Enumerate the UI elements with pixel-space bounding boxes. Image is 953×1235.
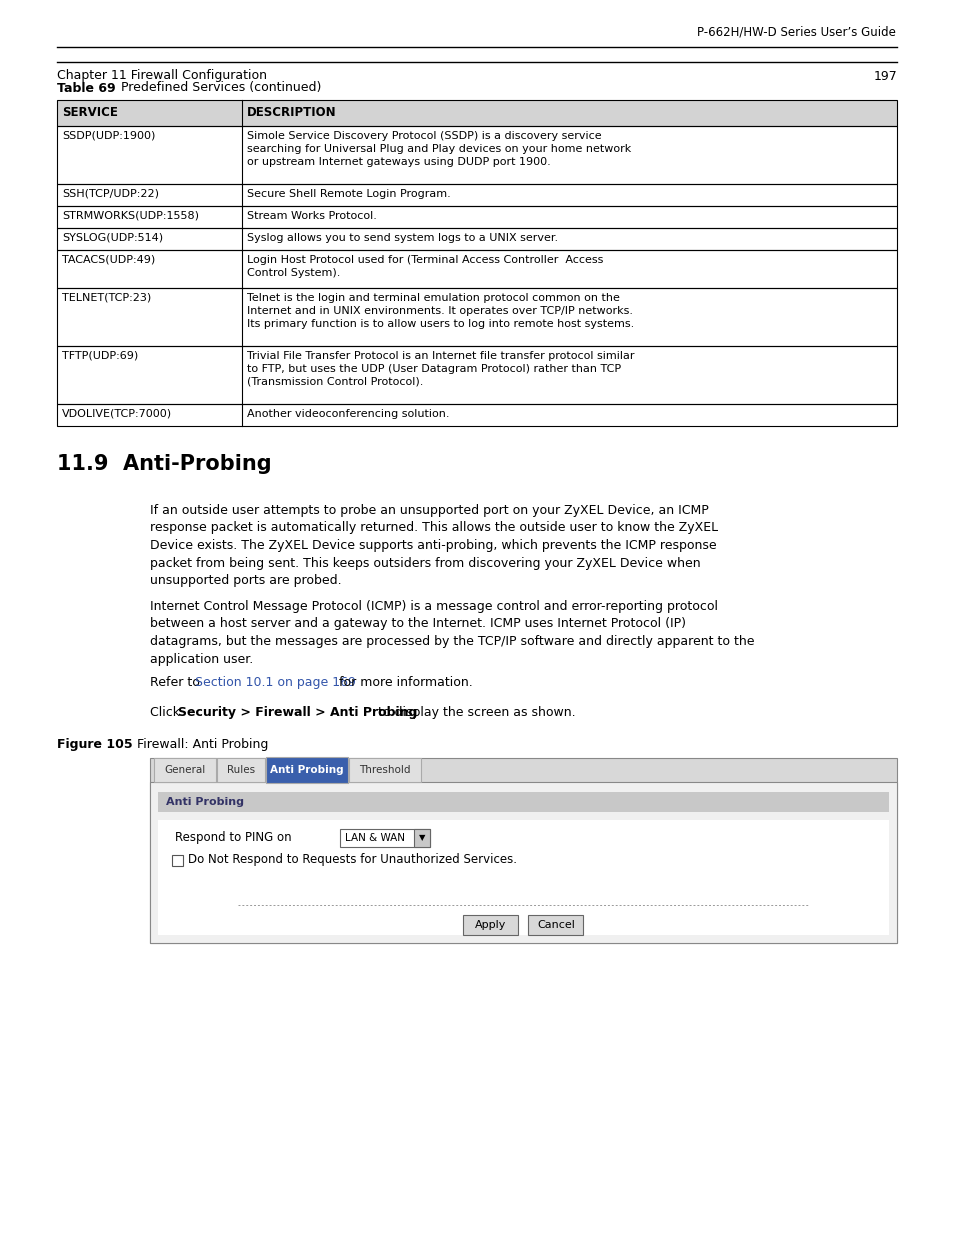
Bar (172, 855, 183, 866)
Bar (414, 829, 430, 847)
Bar (57, 126, 896, 184)
Text: Do Not Respond to Requests for Unauthorized Services.: Do Not Respond to Requests for Unauthori… (188, 853, 517, 867)
Text: Rules: Rules (227, 764, 254, 776)
Bar (349, 758, 420, 782)
Text: General: General (164, 764, 206, 776)
Bar (339, 829, 430, 847)
Text: STRMWORKS(UDP:1558): STRMWORKS(UDP:1558) (62, 211, 199, 221)
Text: Cancel: Cancel (537, 920, 575, 930)
Text: Internet Control Message Protocol (ICMP) is a message control and error-reportin: Internet Control Message Protocol (ICMP)… (150, 600, 754, 666)
Text: Predefined Services (continued): Predefined Services (continued) (109, 82, 321, 95)
Text: Simole Service Discovery Protocol (SSDP) is a discovery service
searching for Un: Simole Service Discovery Protocol (SSDP)… (247, 131, 631, 167)
Text: Apply: Apply (475, 920, 506, 930)
Text: If an outside user attempts to probe an unsupported port on your ZyXEL Device, a: If an outside user attempts to probe an … (150, 504, 718, 587)
Text: Table 69: Table 69 (57, 82, 115, 95)
Text: ▼: ▼ (418, 834, 425, 842)
Bar (57, 228, 896, 249)
Text: Stream Works Protocol.: Stream Works Protocol. (247, 211, 376, 221)
Text: TFTP(UDP:69): TFTP(UDP:69) (62, 351, 138, 361)
Bar (150, 782, 896, 944)
Text: P-662H/HW-D Series User’s Guide: P-662H/HW-D Series User’s Guide (697, 26, 895, 38)
Text: for more information.: for more information. (335, 676, 473, 689)
Bar (57, 100, 896, 126)
Bar (57, 249, 896, 288)
Text: Figure 105: Figure 105 (57, 739, 132, 751)
Text: Chapter 11 Firewall Configuration: Chapter 11 Firewall Configuration (57, 69, 267, 83)
Bar (57, 206, 896, 228)
Bar (216, 758, 265, 782)
Bar (528, 915, 583, 935)
Text: Click: Click (150, 706, 184, 719)
Text: TELNET(TCP:23): TELNET(TCP:23) (62, 293, 152, 303)
Text: Firewall: Anti Probing: Firewall: Anti Probing (125, 739, 268, 751)
Bar (57, 404, 896, 426)
Text: Login Host Protocol used for (Terminal Access Controller  Access
Control System): Login Host Protocol used for (Terminal A… (247, 254, 602, 278)
Text: LAN & WAN: LAN & WAN (345, 832, 405, 844)
Text: Refer to: Refer to (150, 676, 204, 689)
Text: VDOLIVE(TCP:7000): VDOLIVE(TCP:7000) (62, 409, 172, 419)
Text: Security > Firewall > Anti Probing: Security > Firewall > Anti Probing (178, 706, 417, 719)
Text: Respond to PING on: Respond to PING on (174, 831, 292, 845)
Text: Anti Probing: Anti Probing (166, 797, 244, 806)
Bar (57, 184, 896, 206)
Text: SSDP(UDP:1900): SSDP(UDP:1900) (62, 131, 155, 141)
Bar (57, 288, 896, 346)
Bar (463, 915, 518, 935)
Bar (150, 758, 896, 944)
Text: Threshold: Threshold (359, 764, 411, 776)
Text: Anti Probing: Anti Probing (270, 764, 343, 776)
Bar (266, 757, 348, 783)
Text: Trivial File Transfer Protocol is an Internet file transfer protocol similar
to : Trivial File Transfer Protocol is an Int… (247, 351, 634, 387)
Bar (158, 820, 888, 935)
Bar (57, 249, 896, 288)
Text: TACACS(UDP:49): TACACS(UDP:49) (62, 254, 155, 266)
Bar (57, 404, 896, 426)
Bar (57, 184, 896, 206)
Bar (153, 758, 215, 782)
Bar (57, 346, 896, 404)
Bar (57, 228, 896, 249)
Text: to display the screen as shown.: to display the screen as shown. (374, 706, 575, 719)
Text: DESCRIPTION: DESCRIPTION (247, 106, 336, 120)
Bar (57, 100, 896, 126)
Text: Syslog allows you to send system logs to a UNIX server.: Syslog allows you to send system logs to… (247, 233, 558, 243)
Text: Another videoconferencing solution.: Another videoconferencing solution. (247, 409, 449, 419)
Text: SSH(TCP/UDP:22): SSH(TCP/UDP:22) (62, 189, 159, 199)
Bar (57, 346, 896, 404)
Bar (57, 126, 896, 184)
Text: Secure Shell Remote Login Program.: Secure Shell Remote Login Program. (247, 189, 450, 199)
Text: 11.9  Anti-Probing: 11.9 Anti-Probing (57, 454, 272, 474)
Bar (158, 792, 888, 811)
Text: SERVICE: SERVICE (62, 106, 118, 120)
Text: Telnet is the login and terminal emulation protocol common on the
Internet and i: Telnet is the login and terminal emulati… (247, 293, 634, 329)
Text: SYSLOG(UDP:514): SYSLOG(UDP:514) (62, 233, 163, 243)
Bar (57, 288, 896, 346)
Bar (57, 206, 896, 228)
Text: 197: 197 (872, 69, 896, 83)
Text: Section 10.1 on page 169: Section 10.1 on page 169 (194, 676, 355, 689)
